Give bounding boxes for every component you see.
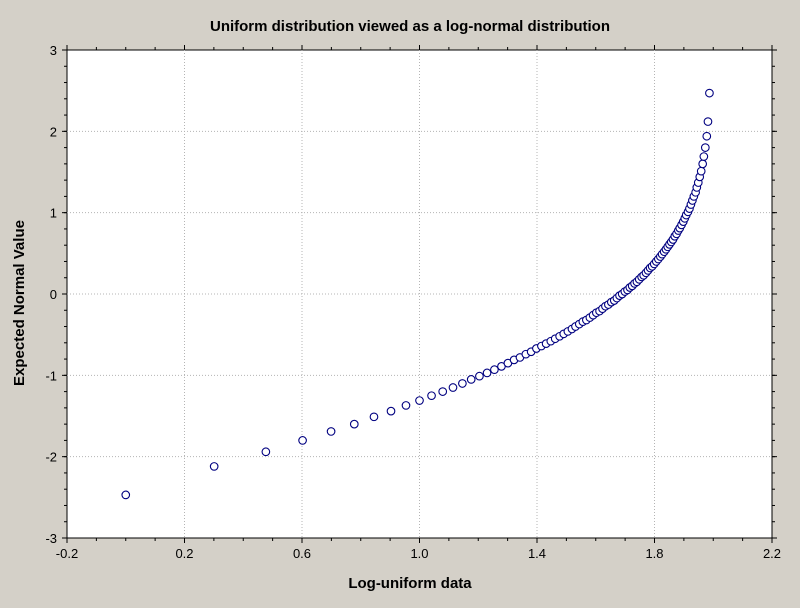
data-point <box>326 427 336 436</box>
y-tick-label: -3 <box>45 531 57 546</box>
data-point <box>448 383 458 392</box>
data-point <box>696 166 706 176</box>
data-point <box>298 436 307 445</box>
data-point <box>482 368 492 378</box>
y-axis-label: Expected Normal Value <box>11 220 28 386</box>
data-point <box>415 396 424 405</box>
y-tick-label: 0 <box>50 287 57 302</box>
data-point <box>386 406 396 416</box>
y-tick-label: -2 <box>45 450 57 465</box>
x-tick-label: -0.2 <box>56 546 78 561</box>
grid-lines <box>67 50 772 538</box>
data-point <box>699 152 709 161</box>
data-point <box>703 117 713 126</box>
data-point <box>466 375 476 384</box>
x-axis-label: Log-uniform data <box>348 575 472 592</box>
y-tick-label: -1 <box>45 368 57 383</box>
y-tick-label: 2 <box>50 124 57 139</box>
data-point <box>121 490 131 500</box>
data-point <box>458 379 467 388</box>
chart-title: Uniform distribution viewed as a log-nor… <box>210 18 610 35</box>
data-point <box>705 88 714 98</box>
x-tick-label: 1.8 <box>645 546 663 561</box>
data-point <box>427 391 436 401</box>
data-point <box>261 447 271 457</box>
data-point <box>349 419 359 429</box>
data-point <box>401 401 411 410</box>
data-point <box>490 365 499 374</box>
x-tick-label: 1.4 <box>528 546 546 561</box>
data-points <box>121 88 714 500</box>
x-tick-label: 1.0 <box>410 546 428 561</box>
data-point <box>700 143 710 152</box>
x-tick-label: 0.2 <box>175 546 193 561</box>
y-tick-label: 3 <box>50 43 57 58</box>
data-point <box>475 371 484 381</box>
data-point <box>702 131 712 141</box>
x-tick-label: 2.2 <box>763 546 781 561</box>
axis-ticks: -0.2 0.2 0.6 1.0 1.4 1.8 2.2 -3 -2 -1 0 1 2 3 <box>45 43 781 561</box>
data-point <box>698 159 708 169</box>
data-point <box>438 387 448 396</box>
y-tick-label: 1 <box>50 206 57 221</box>
x-tick-label: 0.6 <box>293 546 311 561</box>
data-point <box>209 462 219 471</box>
data-point <box>369 412 379 422</box>
